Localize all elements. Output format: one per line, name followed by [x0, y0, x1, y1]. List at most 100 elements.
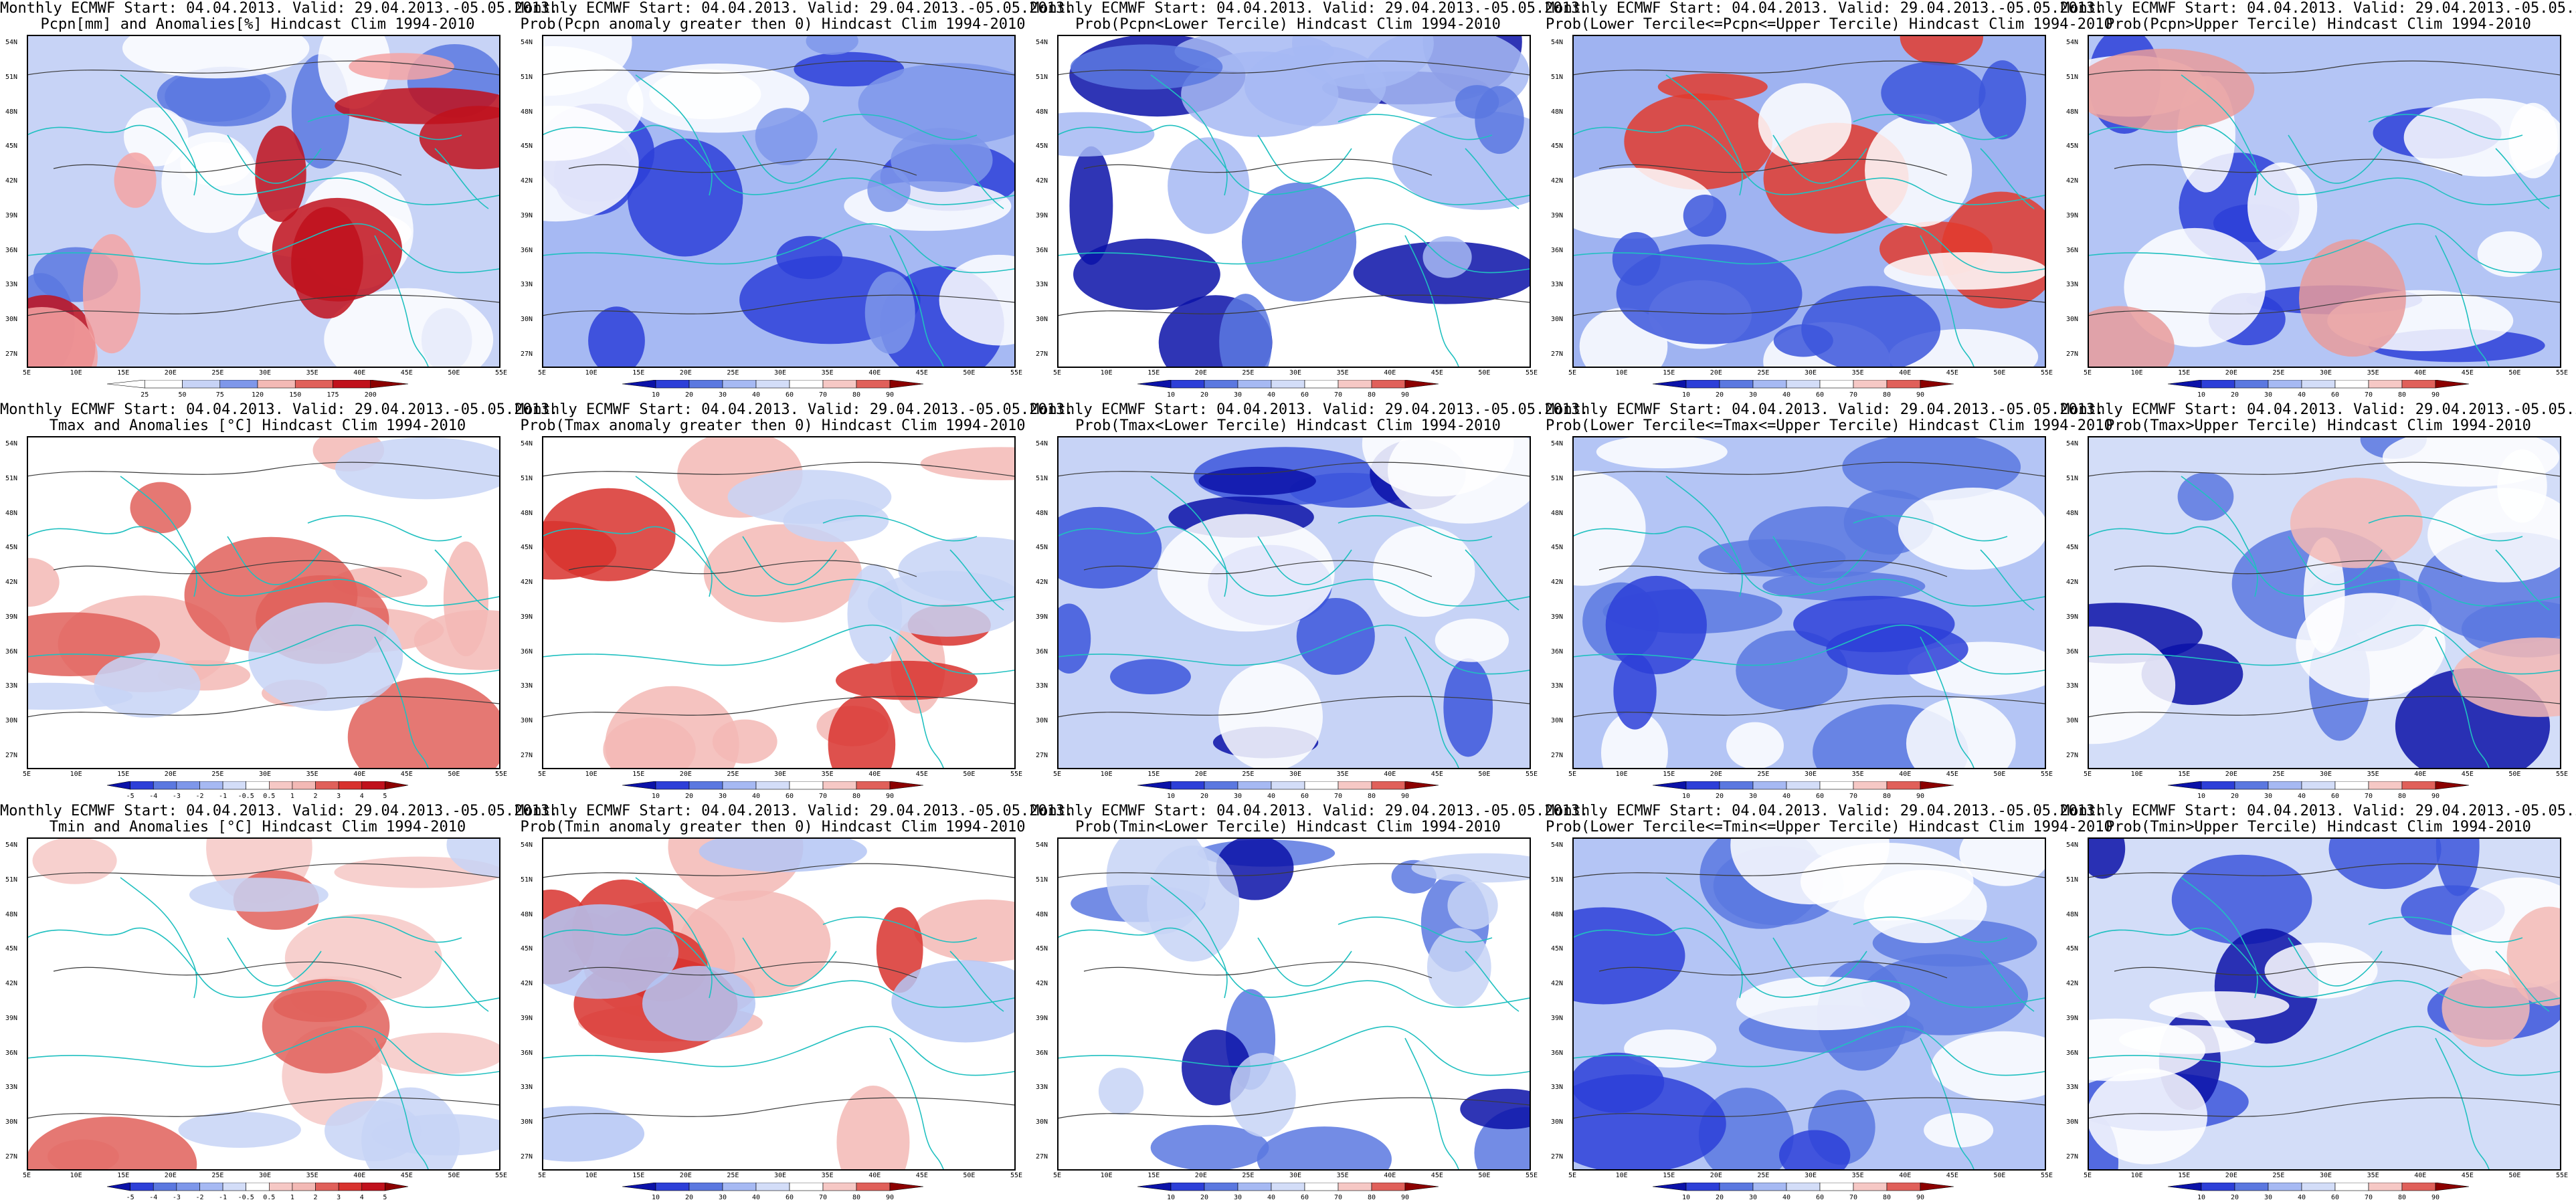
contour-line	[1572, 294, 2045, 316]
latitude-tick-label: 27N	[2066, 1153, 2079, 1161]
latitude-tick-label: 36N	[1551, 647, 1564, 656]
colorbar-tick-label: 70	[1334, 793, 1342, 800]
colorbar-tick-label: 30	[719, 391, 727, 399]
field-patch	[2497, 449, 2547, 523]
field-patch	[2303, 537, 2345, 654]
field-patch	[2124, 227, 2266, 347]
colorbar-swatch	[385, 1183, 409, 1191]
colorbar-swatch	[722, 1183, 757, 1191]
contour-line	[27, 294, 499, 316]
field-patch	[1572, 470, 1646, 586]
colorbar-swatch	[1170, 1183, 1205, 1191]
latitude-tick-label: 42N	[521, 177, 533, 185]
contour-line	[542, 60, 1014, 76]
contour-line	[1598, 961, 1948, 979]
longitude-tick-label: 35E	[1336, 1172, 1349, 1179]
contour-line	[27, 60, 499, 76]
longitude-tick-label: 40E	[353, 1172, 366, 1179]
contour-line	[1057, 696, 1530, 718]
longitude-tick-label: 50E	[2508, 369, 2521, 377]
contour-line	[1598, 560, 1948, 577]
field-patch	[94, 653, 201, 718]
colorbar-swatch	[2167, 781, 2202, 790]
colorbar-tick-label: 10	[652, 793, 660, 800]
coastline	[2288, 937, 2383, 987]
longitude-tick-label: 25E	[1242, 771, 1255, 778]
colorbar-tick-label: 175	[327, 391, 339, 399]
colorbar-tick-label: 70	[1849, 391, 1857, 399]
coastline	[889, 235, 944, 367]
colorbar-tick-label: 80	[1883, 793, 1891, 800]
colorbar-tick-label: -1	[219, 793, 227, 800]
latitude-tick-label: 48N	[1551, 910, 1564, 918]
colorbar-swatch	[2201, 1183, 2235, 1191]
coastline	[374, 235, 429, 367]
panel-title-line2: Tmax and Anomalies [°C] Hindcast Clim 19…	[49, 417, 466, 434]
contour-line	[542, 294, 1014, 316]
longitude-tick-label: 55E	[1010, 369, 1023, 377]
coastline	[2495, 950, 2550, 1012]
latitude-tick-label: 27N	[521, 752, 533, 759]
contour-line	[568, 961, 917, 979]
colorbar-tick-label: -3	[173, 793, 181, 800]
coastline	[889, 1037, 944, 1169]
latitude-tick-label: 33N	[2066, 682, 2079, 690]
coastline	[227, 937, 322, 987]
colorbar-swatch	[315, 781, 339, 790]
colorbar-tick-label: 30	[1749, 391, 1757, 399]
colorbar-tick-label: 40	[752, 391, 760, 399]
colorbar-swatch	[822, 781, 857, 790]
latitude-tick-label: 27N	[1036, 1153, 1048, 1161]
field-patch	[178, 1112, 301, 1148]
panel-title-line2: Prob(Tmin<Lower Tercile) Hindcast Clim 1…	[1075, 819, 1501, 835]
map-panel: Monthly ECMWF Start: 04.04.2013. Valid: …	[515, 0, 1073, 401]
colorbar-tick-label: 80	[1368, 793, 1376, 800]
coastline	[822, 916, 978, 943]
coastline	[2288, 536, 2383, 585]
field-patch	[335, 88, 499, 124]
latitude-tick-label: 27N	[1036, 350, 1048, 358]
colorbar-tick-label: 0.5	[263, 793, 275, 800]
colorbar-tick-label: 40	[752, 1194, 760, 1201]
field-patch	[1601, 711, 1668, 768]
coastline	[1572, 1025, 2045, 1076]
latitude-tick-label: 51N	[1036, 73, 1048, 81]
colorbar-tick-label: 20	[685, 1194, 693, 1201]
latitude-tick-label: 51N	[5, 474, 18, 482]
colorbar-swatch	[2268, 1183, 2302, 1191]
colorbar-swatch	[1920, 781, 1954, 790]
field-patch	[542, 904, 678, 999]
map-panel: Monthly ECMWF Start: 04.04.2013. Valid: …	[1030, 401, 1588, 803]
field-patch	[255, 125, 306, 222]
field-patch	[542, 488, 676, 581]
coastline	[1665, 877, 1743, 999]
colorbar-swatch	[2368, 1183, 2403, 1191]
longitude-tick-label: 25E	[2272, 369, 2285, 377]
longitude-tick-label: 35E	[2367, 1172, 2379, 1179]
field-patch	[2290, 478, 2423, 569]
latitude-tick-label: 33N	[521, 281, 533, 289]
coastline	[2435, 1037, 2490, 1169]
colorbar-swatch	[889, 380, 924, 389]
longitude-tick-label: 10E	[70, 771, 82, 778]
longitude-tick-label: 40E	[2414, 771, 2427, 778]
colorbar-swatch	[688, 1183, 723, 1191]
colorbar-tick-label: 30	[2264, 793, 2272, 800]
longitude-tick-label: 55E	[1526, 771, 1538, 778]
colorbar-swatch	[2167, 380, 2202, 389]
latitude-tick-label: 42N	[1036, 177, 1048, 185]
coastline	[1338, 114, 1493, 140]
field-patch	[335, 437, 499, 500]
colorbar-swatch	[1271, 781, 1305, 790]
longitude-tick-label: 20E	[679, 771, 692, 778]
longitude-tick-label: 25E	[727, 1172, 739, 1179]
longitude-tick-label: 30E	[1805, 369, 1817, 377]
longitude-tick-label: 45E	[1431, 369, 1443, 377]
field-patch	[1572, 907, 1685, 1005]
colorbar-swatch	[294, 380, 333, 389]
latitude-tick-label: 33N	[5, 281, 18, 289]
longitude-tick-label: 15E	[117, 771, 130, 778]
latitude-tick-label: 54N	[1036, 440, 1048, 447]
longitude-tick-label: 25E	[211, 771, 224, 778]
longitude-tick-label: 10E	[1615, 1172, 1628, 1179]
